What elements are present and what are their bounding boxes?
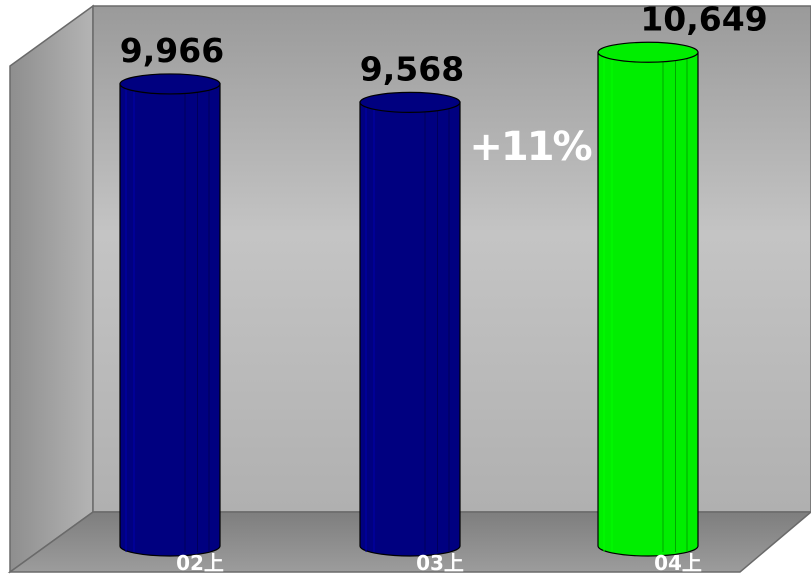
bar-top-cap <box>119 73 221 95</box>
value-label: 10,649 <box>640 0 767 38</box>
bar-02上 <box>119 73 221 557</box>
bar-body <box>359 101 461 557</box>
label-layer: 9,966 02上 9,568 03上 10,649 04上 +11% <box>120 0 768 574</box>
category-label: 03上 <box>416 551 464 574</box>
bar-top-cap <box>597 41 699 63</box>
value-label: 9,568 <box>360 49 464 88</box>
growth-annotation: +11% <box>469 124 591 170</box>
category-label: 02上 <box>176 551 224 574</box>
bar-03上 <box>359 91 461 557</box>
value-label: 9,966 <box>120 31 224 70</box>
bar-04上 <box>597 41 699 557</box>
left-side-wall <box>9 4 94 574</box>
bar-body <box>597 51 699 557</box>
bar-body <box>119 83 221 557</box>
bar-top-cap <box>359 91 461 113</box>
bar-series <box>119 41 699 557</box>
category-label: 04上 <box>654 551 702 574</box>
